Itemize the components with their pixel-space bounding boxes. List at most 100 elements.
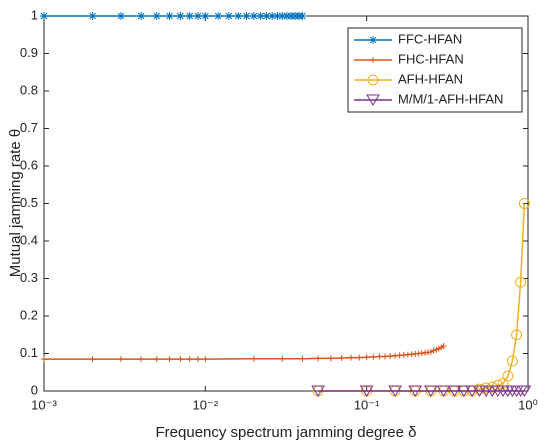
marker-part	[201, 12, 210, 20]
legend-label: M/M/1-AFH-HFAN	[398, 91, 503, 106]
marker-part	[116, 12, 125, 20]
marker-part	[166, 356, 173, 363]
data-point	[465, 385, 479, 397]
marker-part	[165, 12, 174, 20]
data-point	[430, 347, 437, 354]
data-point	[356, 354, 363, 361]
legend-marker	[370, 57, 376, 63]
data-point	[166, 356, 173, 363]
marker-part	[202, 356, 209, 363]
data-point	[153, 356, 160, 363]
marker-part	[348, 354, 355, 361]
marker-part	[356, 354, 363, 361]
marker-part	[456, 385, 471, 397]
marker-part	[315, 355, 322, 362]
x-tick-label: 10⁰	[518, 397, 538, 412]
legend-label: FHC-HFAN	[398, 51, 464, 66]
data-point	[185, 12, 194, 20]
data-point	[250, 355, 257, 362]
marker-part	[298, 12, 307, 20]
marker-part	[250, 355, 257, 362]
marker-part	[433, 346, 440, 353]
data-point	[382, 353, 389, 360]
y-tick-label: 0.7	[20, 120, 38, 135]
marker-part	[327, 355, 334, 362]
data-point	[517, 385, 532, 397]
y-axis-label: Mutual jamming rate θ	[7, 129, 24, 277]
x-axis-label: Frequency spectrum jamming degree δ	[156, 424, 417, 441]
marker-part	[89, 356, 96, 363]
marker-part	[193, 12, 202, 20]
data-point	[256, 12, 265, 20]
marker-part	[256, 12, 265, 20]
data-point	[363, 354, 370, 361]
marker-part	[436, 385, 451, 397]
marker-part	[388, 385, 402, 397]
data-point	[287, 12, 296, 20]
data-point	[137, 12, 146, 20]
marker-part	[137, 12, 146, 20]
data-point	[88, 12, 97, 20]
y-tick-label: 0.5	[20, 195, 38, 210]
data-point	[433, 346, 440, 353]
data-point	[447, 385, 462, 397]
marker-part	[268, 12, 277, 20]
data-point	[440, 343, 447, 349]
legend-marker	[366, 94, 380, 106]
marker-part	[376, 353, 383, 360]
marker-part	[282, 12, 291, 20]
data-point	[315, 355, 322, 362]
legend-label: AFH-HFAN	[398, 71, 463, 86]
data-point	[388, 385, 402, 397]
marker-part	[153, 356, 160, 363]
data-point	[41, 356, 47, 363]
data-point	[311, 385, 325, 397]
data-point	[193, 12, 202, 20]
marker-part	[278, 12, 287, 20]
marker-part	[465, 385, 479, 397]
marker-part	[41, 356, 47, 363]
y-tick-label: 0.6	[20, 157, 38, 172]
data-point	[338, 355, 345, 361]
data-point	[348, 354, 355, 361]
data-point	[201, 12, 210, 20]
y-tick-label: 0.2	[20, 307, 38, 322]
data-point	[116, 12, 125, 20]
data-point	[138, 356, 145, 363]
marker-part	[262, 12, 271, 20]
data-point	[234, 12, 243, 20]
marker-part	[473, 383, 485, 395]
data-point	[298, 12, 307, 20]
marker-part	[186, 356, 193, 363]
data-point	[299, 355, 306, 362]
data-point	[40, 12, 48, 20]
marker-part	[299, 355, 306, 362]
marker-part	[117, 356, 124, 363]
data-point	[194, 356, 201, 363]
data-point	[165, 12, 174, 20]
data-point	[117, 356, 124, 363]
marker-part	[382, 353, 389, 360]
marker-part	[363, 354, 370, 361]
data-point	[202, 356, 209, 363]
data-point	[473, 383, 485, 395]
marker-part	[287, 12, 296, 20]
y-tick-label: 0	[31, 382, 38, 397]
marker-part	[88, 12, 97, 20]
data-point	[268, 12, 277, 20]
marker-part	[447, 385, 462, 397]
marker-part	[338, 355, 345, 361]
marker-part	[177, 356, 184, 363]
data-point	[152, 12, 161, 20]
marker-part	[311, 385, 325, 397]
marker-part	[273, 12, 282, 20]
marker-part	[517, 385, 532, 397]
marker-part	[138, 356, 145, 363]
y-tick-label: 0.1	[20, 345, 38, 360]
marker-part	[176, 12, 185, 20]
marker-part	[40, 12, 48, 20]
marker-part	[185, 12, 194, 20]
y-tick-label: 0.9	[20, 45, 38, 60]
x-tick-label: 10⁻³	[31, 397, 57, 412]
